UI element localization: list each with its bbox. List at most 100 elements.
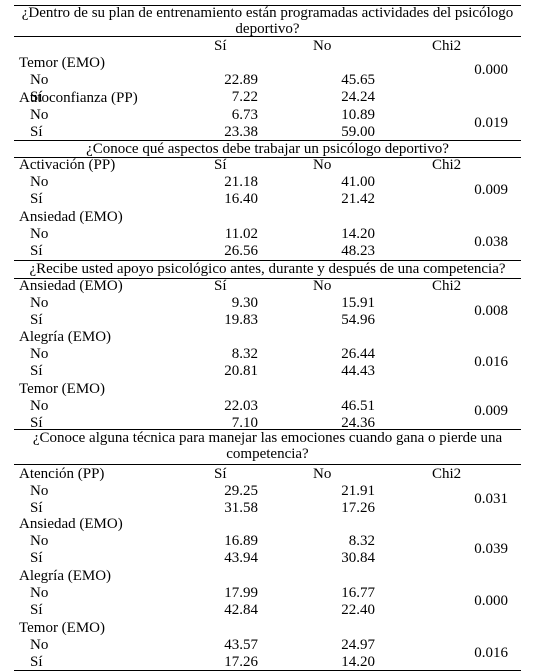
value-si: 16.40	[224, 191, 258, 207]
value-si: 21.18	[224, 174, 258, 190]
value-no: 30.84	[341, 550, 375, 566]
value-si: 7.22	[231, 89, 258, 105]
value-si: 17.99	[224, 585, 258, 601]
chi2-value: 0.031	[474, 491, 508, 507]
row-label: No	[30, 107, 49, 123]
variable-name: Ansiedad (EMO)	[19, 209, 123, 225]
variable-name: Atención (PP)	[19, 466, 105, 482]
value-si: 29.25	[224, 483, 258, 499]
section-question: ¿Conoce qué aspectos debe trabajar un ps…	[86, 141, 449, 157]
row-label: No	[30, 226, 49, 242]
value-no: 46.51	[341, 398, 375, 414]
row-label: Sí	[30, 124, 43, 140]
chi2-value: 0.016	[474, 645, 508, 661]
row-label: Sí	[30, 191, 43, 207]
row-label: Sí	[30, 363, 43, 379]
row-label: No	[30, 346, 49, 362]
row-label: No	[30, 295, 49, 311]
value-si: 43.57	[224, 637, 258, 653]
variable-name: Alegría (EMO)	[19, 329, 112, 345]
row-label: No	[30, 483, 49, 499]
section-question: ¿Dentro de su plan de entrenamiento está…	[21, 5, 514, 37]
value-si: 20.81	[224, 363, 258, 379]
chi2-value: 0.008	[474, 303, 508, 319]
value-si: 26.56	[224, 243, 258, 259]
value-no: 24.97	[341, 637, 375, 653]
col-header-si: Sí	[214, 278, 227, 294]
variable-name: Ansiedad (EMO)	[19, 516, 123, 532]
value-no: 21.91	[341, 483, 375, 499]
value-no: 54.96	[341, 312, 375, 328]
rule-line	[14, 278, 521, 279]
col-header-no: No	[313, 278, 332, 294]
value-si: 17.26	[224, 654, 258, 670]
col-header-chi2: Chi2	[432, 157, 462, 173]
rule-line	[14, 260, 521, 261]
row-label: No	[30, 585, 49, 601]
value-si: 19.83	[224, 312, 258, 328]
value-no: 14.20	[341, 654, 375, 670]
col-header-chi2: Chi2	[432, 38, 462, 54]
variable-name: Autoconfianza (PP)	[19, 90, 138, 106]
rule-line	[14, 464, 521, 465]
chi2-value: 0.000	[474, 62, 508, 78]
value-no: 16.77	[341, 585, 375, 601]
value-no: 44.43	[341, 363, 375, 379]
col-header-no: No	[313, 38, 332, 54]
value-si: 9.30	[231, 295, 258, 311]
col-header-si: Sí	[214, 38, 227, 54]
row-label: No	[30, 637, 49, 653]
value-no: 14.20	[341, 226, 375, 242]
row-label: Sí	[30, 602, 43, 618]
row-label: Sí	[30, 243, 43, 259]
value-si: 7.10	[231, 415, 258, 431]
value-no: 45.65	[341, 72, 375, 88]
variable-name: Temor (EMO)	[19, 381, 106, 397]
value-si: 22.89	[224, 72, 258, 88]
row-label: Sí	[30, 654, 43, 670]
rule-line	[14, 36, 521, 37]
chi2-value: 0.038	[474, 234, 508, 250]
chi2-value: 0.000	[474, 593, 508, 609]
col-header-si: Sí	[214, 466, 227, 482]
chi2-value: 0.019	[474, 115, 508, 131]
value-no: 48.23	[341, 243, 375, 259]
chi2-value: 0.039	[474, 541, 508, 557]
value-si: 6.73	[231, 107, 258, 123]
rule-line	[14, 429, 521, 430]
row-label: No	[30, 174, 49, 190]
row-label: Sí	[30, 500, 43, 516]
value-no: 21.42	[341, 191, 375, 207]
row-label: No	[30, 72, 49, 88]
rule-line	[14, 140, 521, 141]
col-header-no: No	[313, 157, 332, 173]
section-question: ¿Recibe usted apoyo psicológico antes, d…	[29, 261, 506, 277]
value-no: 22.40	[341, 602, 375, 618]
chi2-value: 0.016	[474, 354, 508, 370]
value-no: 24.24	[341, 89, 375, 105]
rule-line	[14, 157, 521, 158]
variable-name: Temor (EMO)	[19, 55, 106, 71]
value-no: 8.32	[348, 533, 375, 549]
value-si: 8.32	[231, 346, 258, 362]
chi2-value: 0.009	[474, 403, 508, 419]
row-label: Sí	[30, 550, 43, 566]
row-label: No	[30, 533, 49, 549]
value-no: 10.89	[341, 107, 375, 123]
col-header-chi2: Chi2	[432, 466, 462, 482]
value-no: 17.26	[341, 500, 375, 516]
section-question: ¿Conoce alguna técnica para manejar las …	[32, 430, 503, 462]
row-label: Sí	[30, 89, 43, 105]
col-header-chi2: Chi2	[432, 278, 462, 294]
row-label: Sí	[30, 312, 43, 328]
rule-line	[14, 5, 521, 6]
row-label: Sí	[30, 415, 43, 431]
value-no: 41.00	[341, 174, 375, 190]
value-si: 16.89	[224, 533, 258, 549]
col-header-si: Sí	[214, 157, 227, 173]
value-no: 26.44	[341, 346, 375, 362]
variable-name: Activación (PP)	[19, 157, 116, 173]
value-si: 23.38	[224, 124, 258, 140]
value-no: 15.91	[341, 295, 375, 311]
value-si: 43.94	[224, 550, 258, 566]
